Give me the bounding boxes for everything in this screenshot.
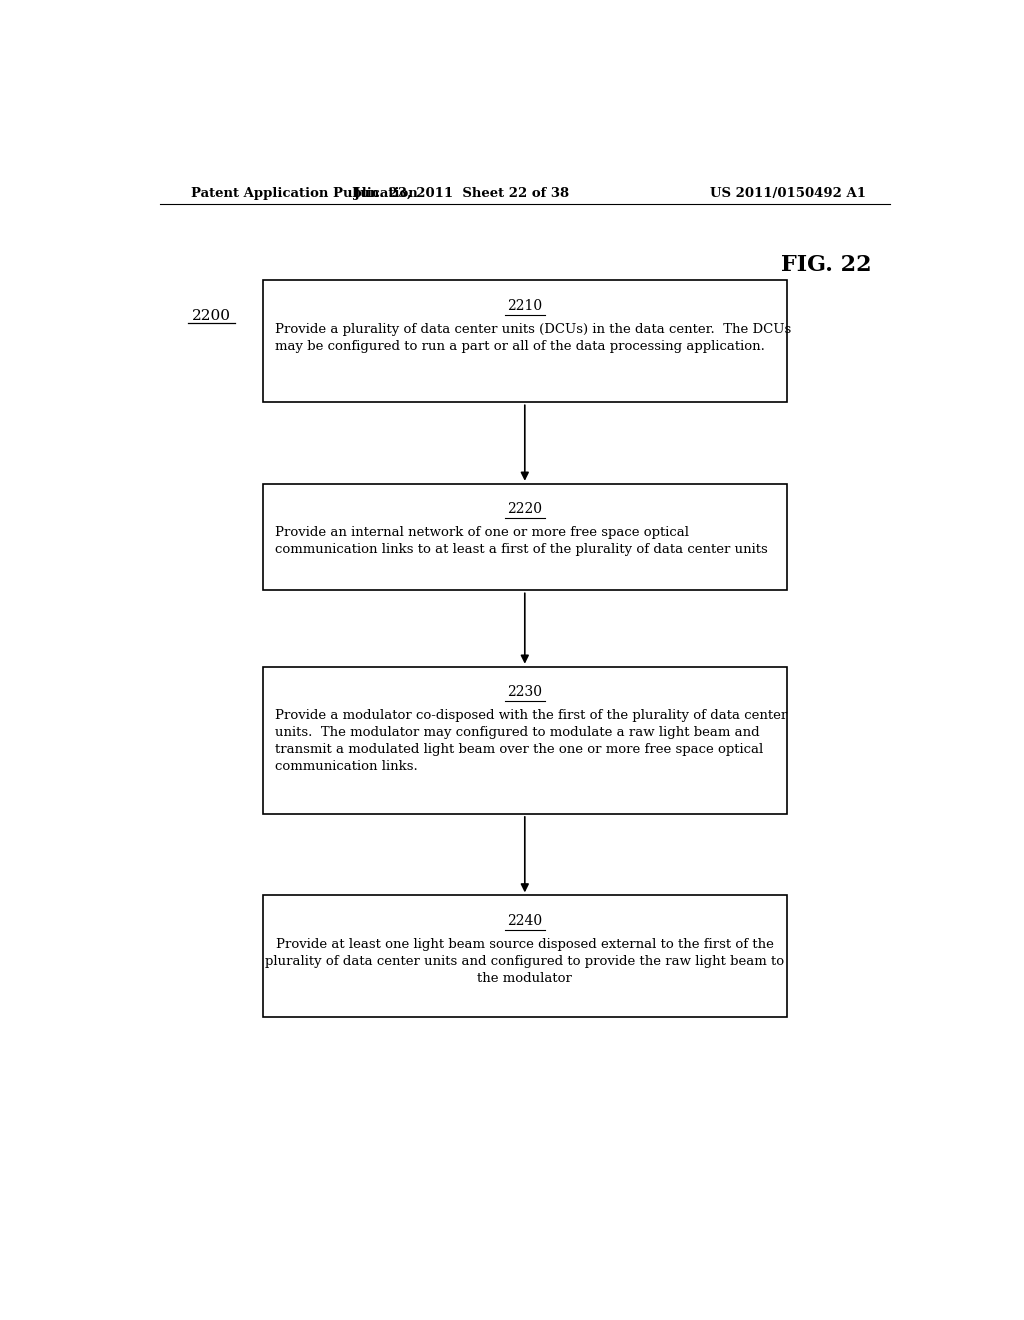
Text: 2240: 2240 xyxy=(507,913,543,928)
Text: Provide a modulator co-disposed with the first of the plurality of data center
u: Provide a modulator co-disposed with the… xyxy=(274,709,787,774)
Text: 2200: 2200 xyxy=(191,309,230,323)
Text: 2220: 2220 xyxy=(507,502,543,516)
Text: Provide at least one light beam source disposed external to the first of the
plu: Provide at least one light beam source d… xyxy=(265,939,784,985)
FancyBboxPatch shape xyxy=(263,667,786,814)
FancyBboxPatch shape xyxy=(263,280,786,403)
Text: 2230: 2230 xyxy=(507,685,543,698)
Text: FIG. 22: FIG. 22 xyxy=(781,255,871,276)
Text: US 2011/0150492 A1: US 2011/0150492 A1 xyxy=(710,187,866,201)
FancyBboxPatch shape xyxy=(263,483,786,590)
Text: Jun. 23, 2011  Sheet 22 of 38: Jun. 23, 2011 Sheet 22 of 38 xyxy=(353,187,569,201)
Text: Patent Application Publication: Patent Application Publication xyxy=(191,187,418,201)
Text: Provide an internal network of one or more free space optical
communication link: Provide an internal network of one or mo… xyxy=(274,527,768,556)
Text: 2210: 2210 xyxy=(507,298,543,313)
Text: Provide a plurality of data center units (DCUs) in the data center.  The DCUs
ma: Provide a plurality of data center units… xyxy=(274,323,792,352)
FancyBboxPatch shape xyxy=(263,895,786,1018)
